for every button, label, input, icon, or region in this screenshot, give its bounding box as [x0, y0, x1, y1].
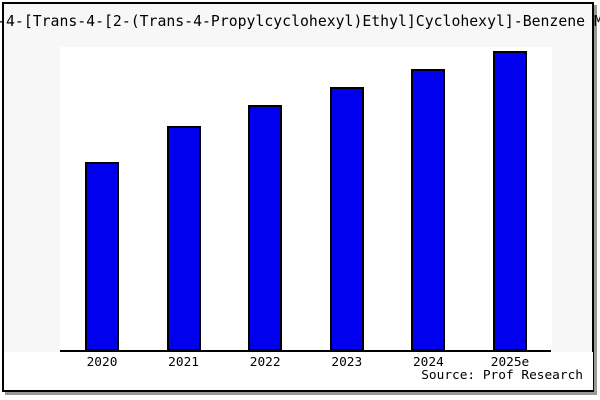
- plot-area: [60, 47, 552, 352]
- source-note: Source: Prof Research: [421, 368, 583, 383]
- x-tick-label-2025e: 2025e: [490, 355, 530, 370]
- bar-2023: [329, 87, 364, 351]
- x-tick-label-2024: 2024: [412, 355, 444, 370]
- bar-2022: [248, 105, 283, 351]
- x-tick-label-2022: 2022: [249, 355, 281, 370]
- x-tick-label-2020: 2020: [86, 355, 118, 370]
- bar-2025e: [493, 51, 527, 351]
- axis-label-strip: [4, 352, 593, 390]
- x-axis-line: [60, 350, 551, 352]
- x-tick-label-2023: 2023: [331, 355, 363, 370]
- x-tick-label-2021: 2021: [168, 355, 200, 370]
- bar-2021: [166, 126, 201, 351]
- chart-title: -4-[Trans-4-[2-(Trans-4-Propylcyclohexyl…: [0, 13, 600, 30]
- bar-2020: [85, 162, 119, 351]
- bar-2024: [411, 69, 446, 351]
